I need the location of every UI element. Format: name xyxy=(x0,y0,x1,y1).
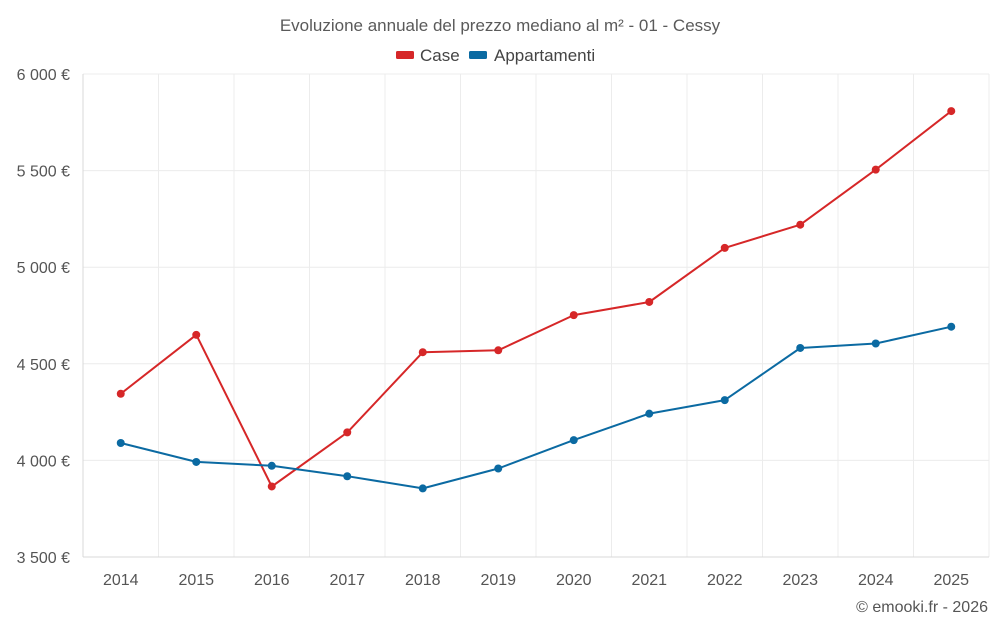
data-point-case[interactable] xyxy=(494,346,503,355)
data-point-appartamenti[interactable] xyxy=(645,409,654,418)
x-tick-label: 2023 xyxy=(782,572,818,589)
axis-layer xyxy=(82,74,989,558)
data-point-case[interactable] xyxy=(267,482,276,491)
x-tick-label: 2018 xyxy=(405,572,441,589)
y-tick-label: 5 000 € xyxy=(17,260,70,277)
x-tick-label: 2025 xyxy=(933,572,969,589)
data-point-case[interactable] xyxy=(871,165,880,174)
grid-layer xyxy=(83,73,990,557)
x-tick-label: 2024 xyxy=(858,572,894,589)
x-tick-label: 2017 xyxy=(329,572,365,589)
data-point-appartamenti[interactable] xyxy=(569,436,578,445)
data-point-appartamenti[interactable] xyxy=(192,457,201,466)
chart-title: Evoluzione annuale del prezzo mediano al… xyxy=(280,16,721,35)
data-point-appartamenti[interactable] xyxy=(796,343,805,352)
x-tick-label: 2020 xyxy=(556,572,592,589)
data-point-case[interactable] xyxy=(796,220,805,229)
data-point-appartamenti[interactable] xyxy=(720,396,729,405)
legend-item-appartamenti[interactable]: Appartamenti xyxy=(469,46,595,65)
data-point-case[interactable] xyxy=(947,107,956,116)
data-point-case[interactable] xyxy=(116,389,125,398)
data-point-case[interactable] xyxy=(192,330,201,339)
y-tick-label: 4 000 € xyxy=(17,453,70,470)
y-tick-label: 3 500 € xyxy=(17,550,70,567)
x-tick-label: 2021 xyxy=(631,572,667,589)
data-point-case[interactable] xyxy=(569,311,578,320)
data-point-appartamenti[interactable] xyxy=(871,339,880,348)
legend-label-appartamenti: Appartamenti xyxy=(494,46,595,65)
legend-swatch-case xyxy=(396,51,414,59)
legend-label-case: Case xyxy=(420,46,460,65)
data-point-appartamenti[interactable] xyxy=(116,439,125,448)
data-point-appartamenti[interactable] xyxy=(343,472,352,481)
data-point-case[interactable] xyxy=(343,428,352,437)
legend: Case Appartamenti xyxy=(396,46,595,65)
legend-item-case[interactable]: Case xyxy=(396,46,460,65)
data-point-appartamenti[interactable] xyxy=(494,464,503,473)
legend-swatch-appartamenti xyxy=(469,51,487,59)
x-tick-label: 2015 xyxy=(178,572,214,589)
copyright-credit: © emooki.fr - 2026 xyxy=(856,599,988,616)
data-point-appartamenti[interactable] xyxy=(267,461,276,470)
data-point-case[interactable] xyxy=(645,297,654,306)
y-tick-label: 4 500 € xyxy=(17,357,70,374)
x-tick-label: 2022 xyxy=(707,572,743,589)
data-point-case[interactable] xyxy=(418,348,427,357)
x-tick-label: 2014 xyxy=(103,572,139,589)
tick-layer: 3 500 € 4 000 € 4 500 € 5 000 € 5 500 € 6 000… xyxy=(17,67,970,589)
y-tick-label: 5 500 € xyxy=(17,164,70,181)
data-point-appartamenti[interactable] xyxy=(418,484,427,493)
data-point-case[interactable] xyxy=(720,243,729,252)
x-tick-label: 2016 xyxy=(254,572,290,589)
y-tick-label: 6 000 € xyxy=(17,67,70,84)
series-line-case xyxy=(119,110,953,488)
series-line-appartamenti xyxy=(119,325,953,490)
series-layer xyxy=(116,107,956,493)
x-tick-label: 2019 xyxy=(480,572,516,589)
data-point-appartamenti[interactable] xyxy=(947,322,956,331)
